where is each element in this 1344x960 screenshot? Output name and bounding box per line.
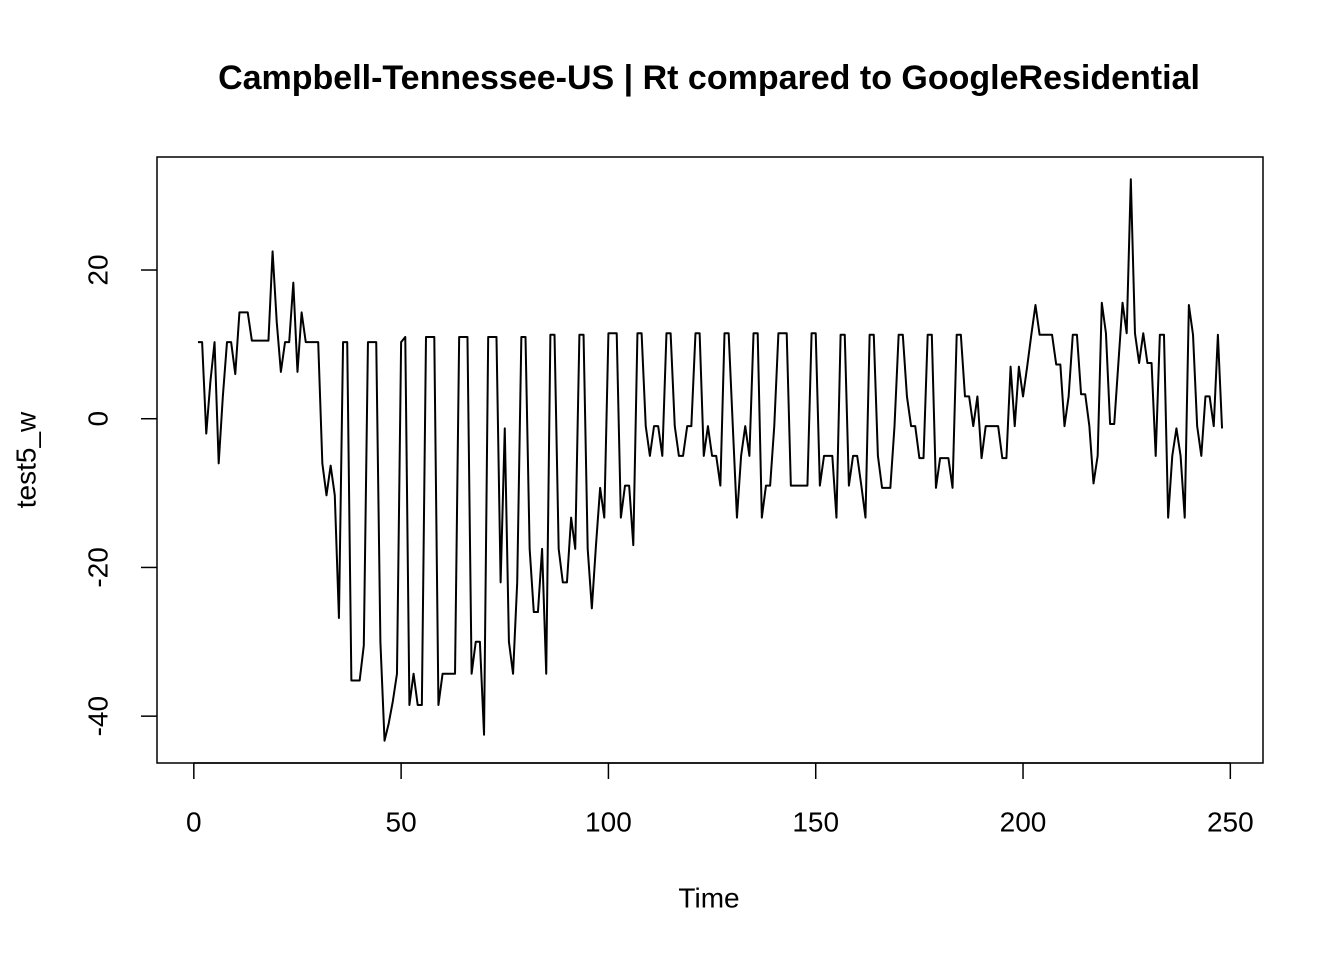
x-tick-label: 100 <box>585 806 632 837</box>
chart-title: Campbell-Tennessee-US | Rt compared to G… <box>218 59 1200 97</box>
y-tick-label: 0 <box>82 411 113 427</box>
y-tick-label: 20 <box>82 254 113 285</box>
x-tick-label: 0 <box>186 806 202 837</box>
y-tick-label: -40 <box>82 696 113 736</box>
y-axis-label: test5_w <box>10 411 41 508</box>
x-tick-label: 50 <box>386 806 417 837</box>
y-tick-label: -20 <box>82 547 113 587</box>
x-tick-label: 250 <box>1207 806 1254 837</box>
series-line <box>197 178 1224 742</box>
x-axis-label: Time <box>678 882 739 913</box>
x-tick-label: 200 <box>1000 806 1047 837</box>
x-tick-label: 150 <box>792 806 839 837</box>
